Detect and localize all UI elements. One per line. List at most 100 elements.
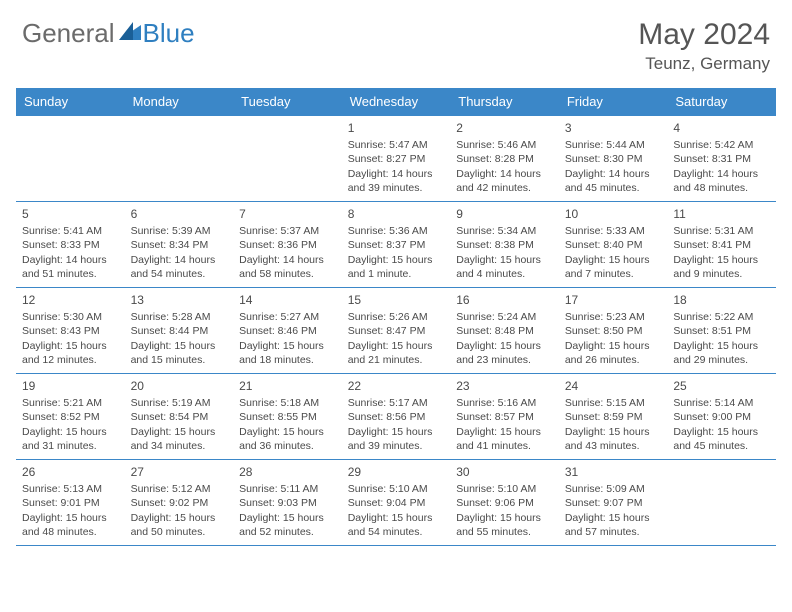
calendar-day-cell: 27Sunrise: 5:12 AMSunset: 9:02 PMDayligh… — [125, 460, 234, 546]
calendar-day-cell: 26Sunrise: 5:13 AMSunset: 9:01 PMDayligh… — [16, 460, 125, 546]
daylight-text: Daylight: 15 hours and 34 minutes. — [131, 425, 228, 453]
sunrise-text: Sunrise: 5:09 AM — [565, 482, 662, 496]
day-number: 1 — [348, 120, 445, 136]
weekday-header: Thursday — [450, 88, 559, 116]
sunrise-text: Sunrise: 5:18 AM — [239, 396, 336, 410]
sunset-text: Sunset: 9:00 PM — [673, 410, 770, 424]
sunrise-text: Sunrise: 5:47 AM — [348, 138, 445, 152]
sunrise-text: Sunrise: 5:27 AM — [239, 310, 336, 324]
sunrise-text: Sunrise: 5:33 AM — [565, 224, 662, 238]
sunrise-text: Sunrise: 5:46 AM — [456, 138, 553, 152]
calendar-day-cell: 11Sunrise: 5:31 AMSunset: 8:41 PMDayligh… — [667, 202, 776, 288]
daylight-text: Daylight: 15 hours and 12 minutes. — [22, 339, 119, 367]
calendar-day-cell: 24Sunrise: 5:15 AMSunset: 8:59 PMDayligh… — [559, 374, 668, 460]
calendar-day-cell: 19Sunrise: 5:21 AMSunset: 8:52 PMDayligh… — [16, 374, 125, 460]
day-number: 11 — [673, 206, 770, 222]
sunset-text: Sunset: 8:51 PM — [673, 324, 770, 338]
calendar-day-cell: 31Sunrise: 5:09 AMSunset: 9:07 PMDayligh… — [559, 460, 668, 546]
weekday-header: Friday — [559, 88, 668, 116]
month-title: May 2024 — [638, 18, 770, 52]
day-number: 13 — [131, 292, 228, 308]
calendar-day-cell: 25Sunrise: 5:14 AMSunset: 9:00 PMDayligh… — [667, 374, 776, 460]
day-number: 10 — [565, 206, 662, 222]
weekday-header: Tuesday — [233, 88, 342, 116]
daylight-text: Daylight: 15 hours and 48 minutes. — [22, 511, 119, 539]
calendar-day-cell: 28Sunrise: 5:11 AMSunset: 9:03 PMDayligh… — [233, 460, 342, 546]
title-block: May 2024 Teunz, Germany — [638, 18, 770, 74]
sunrise-text: Sunrise: 5:21 AM — [22, 396, 119, 410]
calendar-day-cell: 20Sunrise: 5:19 AMSunset: 8:54 PMDayligh… — [125, 374, 234, 460]
daylight-text: Daylight: 15 hours and 43 minutes. — [565, 425, 662, 453]
sunrise-text: Sunrise: 5:41 AM — [22, 224, 119, 238]
calendar-day-cell: 21 Sunrise: 5:18 AMSunset: 8:55 PMDayligh… — [233, 374, 342, 460]
daylight-text: Daylight: 15 hours and 36 minutes. — [239, 425, 336, 453]
day-number: 28 — [239, 464, 336, 480]
sunset-text: Sunset: 8:54 PM — [131, 410, 228, 424]
weekday-header-row: SundayMondayTuesdayWednesdayThursdayFrid… — [16, 88, 776, 116]
calendar-day-cell: 17Sunrise: 5:23 AMSunset: 8:50 PMDayligh… — [559, 288, 668, 374]
daylight-text: Daylight: 15 hours and 52 minutes. — [239, 511, 336, 539]
day-number: 15 — [348, 292, 445, 308]
daylight-text: Daylight: 15 hours and 50 minutes. — [131, 511, 228, 539]
calendar-day-cell: 30Sunrise: 5:10 AMSunset: 9:06 PMDayligh… — [450, 460, 559, 546]
calendar-empty-cell — [233, 116, 342, 202]
sunset-text: Sunset: 8:57 PM — [456, 410, 553, 424]
sunrise-text: Sunrise: 5:37 AM — [239, 224, 336, 238]
daylight-text: Daylight: 14 hours and 48 minutes. — [673, 167, 770, 195]
daylight-text: Daylight: 15 hours and 31 minutes. — [22, 425, 119, 453]
day-number: 4 — [673, 120, 770, 136]
sunrise-text: Sunrise: 5:36 AM — [348, 224, 445, 238]
daylight-text: Daylight: 14 hours and 45 minutes. — [565, 167, 662, 195]
calendar-day-cell: 6Sunrise: 5:39 AMSunset: 8:34 PMDaylight… — [125, 202, 234, 288]
weekday-header: Monday — [125, 88, 234, 116]
day-number: 14 — [239, 292, 336, 308]
calendar-day-cell: 1Sunrise: 5:47 AMSunset: 8:27 PMDaylight… — [342, 116, 451, 202]
calendar-empty-cell — [16, 116, 125, 202]
sunset-text: Sunset: 8:50 PM — [565, 324, 662, 338]
sunrise-text: Sunrise: 5:10 AM — [456, 482, 553, 496]
daylight-text: Daylight: 14 hours and 58 minutes. — [239, 253, 336, 281]
daylight-text: Daylight: 15 hours and 4 minutes. — [456, 253, 553, 281]
day-number: 18 — [673, 292, 770, 308]
day-number: 27 — [131, 464, 228, 480]
daylight-text: Daylight: 15 hours and 26 minutes. — [565, 339, 662, 367]
calendar-week-row: 5Sunrise: 5:41 AMSunset: 8:33 PMDaylight… — [16, 202, 776, 288]
calendar-day-cell: 2Sunrise: 5:46 AMSunset: 8:28 PMDaylight… — [450, 116, 559, 202]
day-number: 2 — [456, 120, 553, 136]
day-number: 8 — [348, 206, 445, 222]
calendar-day-cell: 16Sunrise: 5:24 AMSunset: 8:48 PMDayligh… — [450, 288, 559, 374]
day-number: 19 — [22, 378, 119, 394]
sunset-text: Sunset: 8:56 PM — [348, 410, 445, 424]
calendar-day-cell: 13Sunrise: 5:28 AMSunset: 8:44 PMDayligh… — [125, 288, 234, 374]
sunrise-text: Sunrise: 5:17 AM — [348, 396, 445, 410]
brand-text-general: General — [22, 18, 115, 49]
calendar-day-cell: 15Sunrise: 5:26 AMSunset: 8:47 PMDayligh… — [342, 288, 451, 374]
location-label: Teunz, Germany — [638, 54, 770, 74]
daylight-text: Daylight: 15 hours and 45 minutes. — [673, 425, 770, 453]
day-number: 6 — [131, 206, 228, 222]
daylight-text: Daylight: 15 hours and 23 minutes. — [456, 339, 553, 367]
sunset-text: Sunset: 9:02 PM — [131, 496, 228, 510]
sunset-text: Sunset: 8:46 PM — [239, 324, 336, 338]
sunset-text: Sunset: 8:27 PM — [348, 152, 445, 166]
calendar-empty-cell — [667, 460, 776, 546]
daylight-text: Daylight: 15 hours and 21 minutes. — [348, 339, 445, 367]
sunset-text: Sunset: 8:37 PM — [348, 238, 445, 252]
daylight-text: Daylight: 15 hours and 7 minutes. — [565, 253, 662, 281]
day-number: 16 — [456, 292, 553, 308]
calendar-day-cell: 14 Sunrise: 5:27 AMSunset: 8:46 PMDayligh… — [233, 288, 342, 374]
day-number: 21 — [239, 378, 336, 394]
sunrise-text: Sunrise: 5:22 AM — [673, 310, 770, 324]
sunset-text: Sunset: 8:55 PM — [239, 410, 336, 424]
weekday-header: Wednesday — [342, 88, 451, 116]
weekday-header: Saturday — [667, 88, 776, 116]
sunrise-text: Sunrise: 5:15 AM — [565, 396, 662, 410]
day-number: 30 — [456, 464, 553, 480]
daylight-text: Daylight: 15 hours and 41 minutes. — [456, 425, 553, 453]
daylight-text: Daylight: 15 hours and 54 minutes. — [348, 511, 445, 539]
day-number: 29 — [348, 464, 445, 480]
sunset-text: Sunset: 8:47 PM — [348, 324, 445, 338]
sunrise-text: Sunrise: 5:39 AM — [131, 224, 228, 238]
daylight-text: Daylight: 15 hours and 18 minutes. — [239, 339, 336, 367]
day-number: 17 — [565, 292, 662, 308]
